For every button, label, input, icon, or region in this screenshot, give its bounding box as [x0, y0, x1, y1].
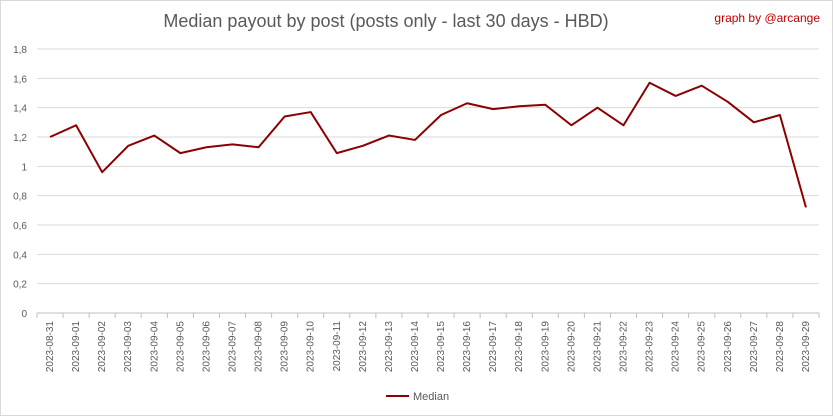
x-tick-label: 2023-09-02: [97, 321, 108, 373]
x-tick-label: 2023-09-08: [254, 321, 265, 373]
y-tick-label: 1,2: [13, 133, 27, 144]
x-tick-label: 2023-09-29: [801, 321, 812, 373]
y-tick-label: 0,6: [13, 221, 27, 232]
x-tick-label: 2023-09-04: [149, 321, 160, 373]
chart-title: Median payout by post (posts only - last…: [163, 11, 609, 31]
x-tick-label: 2023-09-07: [228, 321, 239, 373]
x-tick-label: 2023-09-05: [175, 321, 186, 373]
x-tick-label: 2023-09-19: [540, 321, 551, 373]
x-tick-label: 2023-09-16: [462, 321, 473, 373]
series-line-median: [49, 81, 807, 208]
x-tick-label: 2023-09-28: [775, 321, 786, 373]
y-tick-label: 1: [21, 162, 27, 173]
y-tick-label: 0: [21, 309, 27, 320]
y-tick-label: 0,8: [13, 192, 27, 203]
x-tick-label: 2023-09-25: [697, 321, 708, 373]
gridlines: [37, 48, 819, 314]
x-tick-label: 2023-09-22: [619, 321, 630, 373]
y-tick-label: 1,4: [13, 104, 27, 115]
x-tick-label: 2023-09-24: [671, 321, 682, 373]
x-tick-label: 2023-09-01: [71, 321, 82, 373]
x-tick-label: 2023-09-13: [384, 321, 395, 373]
legend-label-median: Median: [413, 391, 449, 403]
x-tick-label: 2023-09-20: [566, 321, 577, 373]
x-tick-label: 2023-09-15: [436, 321, 447, 373]
x-tick-label: 2023-08-31: [45, 321, 56, 373]
x-tick-label: 2023-09-21: [592, 321, 603, 373]
credit-label: graph by @arcange: [714, 11, 820, 25]
x-tick-label: 2023-09-26: [723, 321, 734, 373]
y-tick-label: 1,6: [13, 74, 27, 85]
x-tick-label: 2023-09-03: [123, 321, 134, 373]
x-tick-label: 2023-09-23: [645, 321, 656, 373]
x-tick-label: 2023-09-17: [488, 321, 499, 373]
x-tick-label: 2023-09-14: [410, 321, 421, 373]
y-tick-label: 0,4: [13, 250, 27, 261]
y-tick-label: 0,2: [13, 280, 27, 291]
x-tick-label: 2023-09-09: [280, 321, 291, 373]
x-tick-label: 2023-09-06: [201, 321, 212, 373]
series-group: [49, 81, 807, 208]
x-tick-label: 2023-09-27: [749, 321, 760, 373]
x-tick-label: 2023-09-11: [332, 321, 343, 372]
x-axis-ticks: 2023-08-31 2023-09-01 2023-09-02 2023-09-03…: [36, 313, 820, 373]
y-axis-ticks: 0 0,2 0,4 0,6 0,8 1 1,2 1,4 1,6 1,8: [13, 45, 27, 320]
x-tick-label: 2023-09-10: [306, 321, 317, 373]
legend: Median: [386, 391, 449, 403]
x-tick-label: 2023-09-12: [358, 321, 369, 373]
y-tick-label: 1,8: [13, 45, 27, 56]
x-tick-label: 2023-09-18: [514, 321, 525, 373]
